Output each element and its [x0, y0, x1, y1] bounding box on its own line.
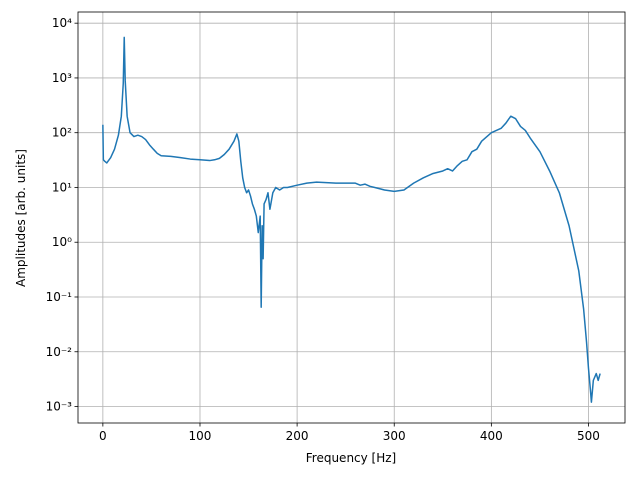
series-line	[102, 36, 601, 403]
x-tick-label: 200	[286, 429, 309, 443]
y-tick-label: 10¹	[52, 180, 72, 194]
x-tick-label: 100	[189, 429, 212, 443]
x-tick-label: 300	[383, 429, 406, 443]
x-tick-label: 500	[577, 429, 600, 443]
y-tick-label: 10⁴	[52, 16, 72, 30]
y-tick-label: 10⁰	[52, 235, 72, 249]
y-tick-label: 10⁻²	[46, 345, 73, 359]
plot-frame	[77, 11, 626, 424]
x-tick-label: 0	[99, 429, 107, 443]
y-tick-label: 10³	[52, 71, 72, 85]
x-axis-label: Frequency [Hz]	[306, 451, 397, 465]
y-tick-label: 10²	[52, 126, 72, 140]
y-tick-label: 10⁻¹	[46, 290, 73, 304]
y-axis-label: Amplitudes [arb. units]	[14, 149, 28, 287]
y-tick-label: 10⁻³	[46, 400, 73, 414]
x-tick-label: 400	[480, 429, 503, 443]
